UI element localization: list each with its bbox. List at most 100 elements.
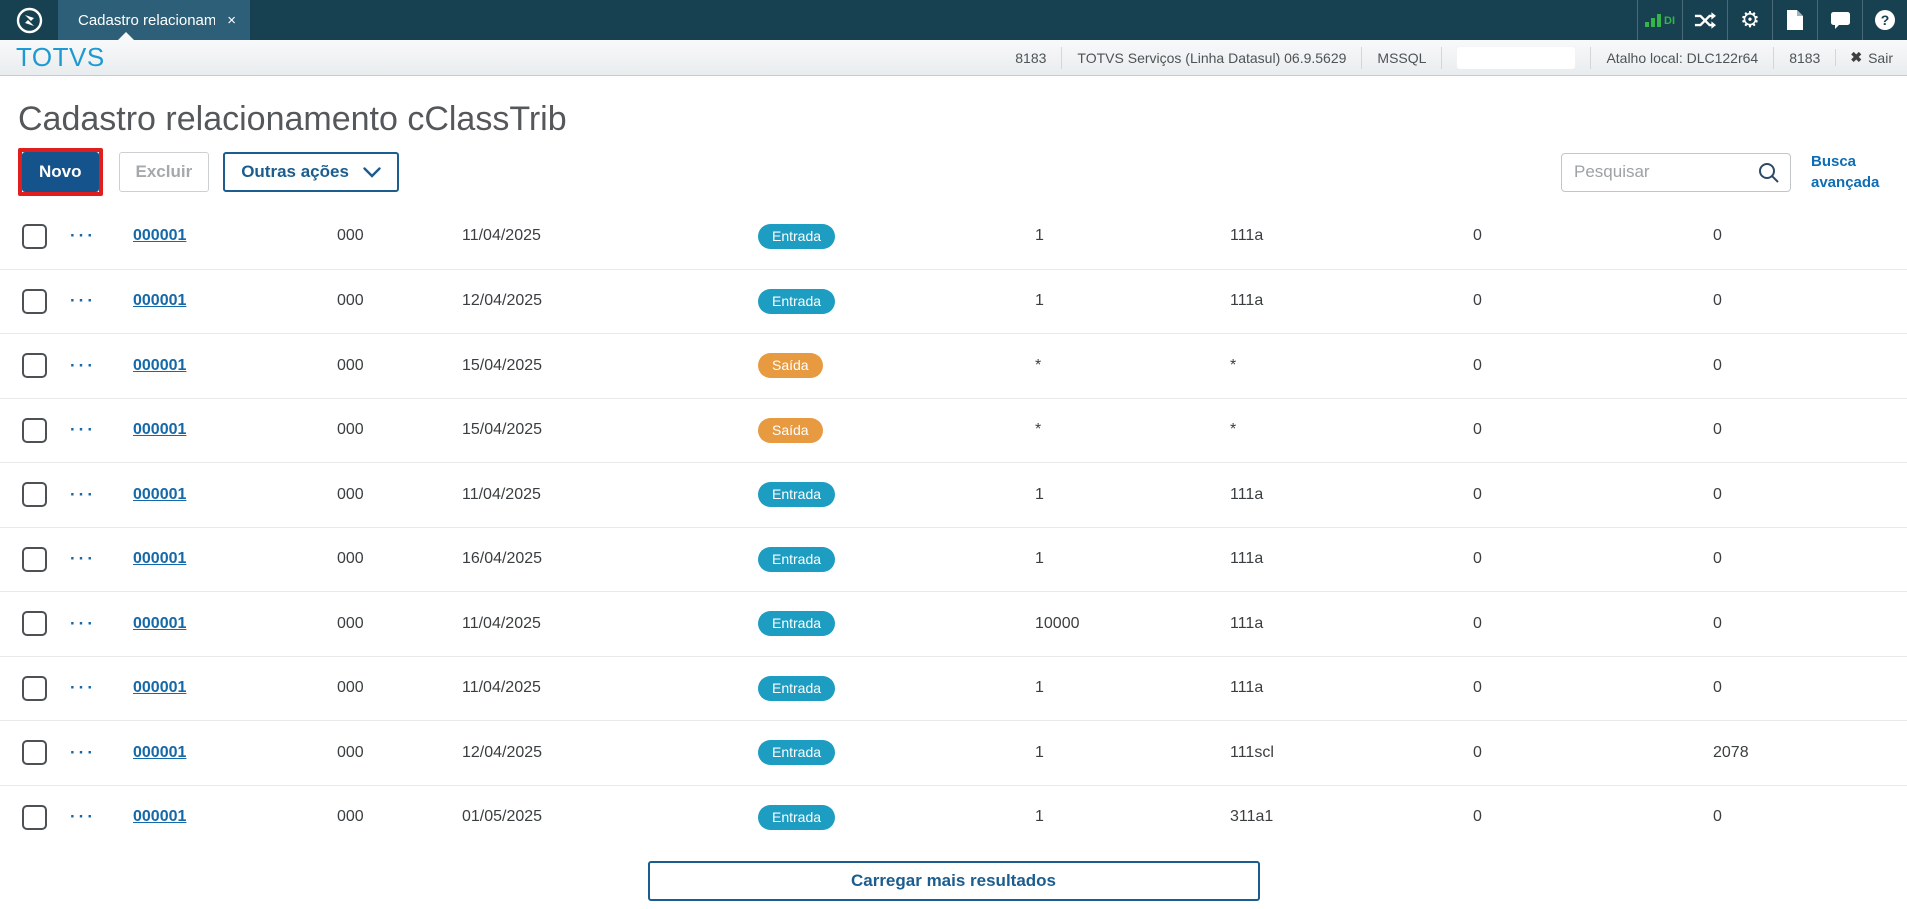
row-value-1: 0 bbox=[1473, 550, 1482, 568]
table-row: ··· 000001 000 12/04/2025 Entrada 1 111a… bbox=[0, 268, 1907, 334]
more-actions-label: Outras ações bbox=[241, 162, 349, 181]
tab-label: Cadastro relacionamen bbox=[78, 11, 216, 29]
table-row: ··· 000001 000 11/04/2025 Entrada 10000 … bbox=[0, 591, 1907, 656]
row-code-link[interactable]: 000001 bbox=[133, 808, 187, 826]
row-actions-menu-icon[interactable]: ··· bbox=[70, 291, 96, 311]
row-class-code: * bbox=[1230, 356, 1237, 374]
row-serie: 000 bbox=[337, 356, 364, 374]
row-serie: 000 bbox=[337, 227, 364, 245]
row-checkbox[interactable] bbox=[22, 223, 47, 249]
row-class-code: 111a bbox=[1230, 679, 1264, 697]
row-actions-menu-icon[interactable]: ··· bbox=[70, 549, 96, 569]
load-more-button[interactable]: Carregar mais resultados bbox=[647, 861, 1260, 901]
help-icon[interactable]: ? bbox=[1862, 0, 1907, 40]
row-checkbox[interactable] bbox=[22, 740, 47, 766]
more-actions-button[interactable]: Outras ações bbox=[223, 152, 399, 192]
row-actions-menu-icon[interactable]: ··· bbox=[70, 678, 96, 698]
row-value-2: 0 bbox=[1713, 614, 1722, 632]
row-qty: 1 bbox=[1035, 550, 1044, 568]
row-class-code: 311a1 bbox=[1230, 808, 1274, 826]
row-class-code: 111a bbox=[1230, 614, 1264, 632]
row-type-badge: Entrada bbox=[758, 804, 836, 830]
tab-close-icon[interactable]: × bbox=[227, 11, 236, 29]
shuffle-icon[interactable] bbox=[1682, 0, 1727, 40]
page-title: Cadastro relacionamento cClassTrib bbox=[18, 100, 567, 138]
row-checkbox[interactable] bbox=[22, 353, 47, 379]
row-code-link[interactable]: 000001 bbox=[133, 421, 187, 439]
table-row: ··· 000001 000 11/04/2025 Entrada 1 111a… bbox=[0, 655, 1907, 721]
row-value-2: 0 bbox=[1713, 292, 1722, 310]
row-actions-menu-icon[interactable]: ··· bbox=[70, 613, 96, 633]
row-checkbox[interactable] bbox=[22, 482, 47, 508]
row-date: 12/04/2025 bbox=[462, 743, 543, 761]
row-type-badge: Entrada bbox=[758, 223, 836, 249]
row-date: 16/04/2025 bbox=[462, 550, 543, 568]
row-date: 11/04/2025 bbox=[462, 485, 541, 503]
row-serie: 000 bbox=[337, 679, 364, 697]
row-code-link[interactable]: 000001 bbox=[133, 356, 187, 374]
row-code-link[interactable]: 000001 bbox=[133, 614, 187, 632]
env-code: 8183 bbox=[1015, 49, 1047, 66]
logout-button[interactable]: ✖ Sair bbox=[1835, 49, 1901, 66]
table-row: ··· 000001 000 15/04/2025 Saída * * 0 0 bbox=[0, 333, 1907, 398]
row-qty: 1 bbox=[1035, 679, 1044, 697]
row-checkbox[interactable] bbox=[22, 611, 47, 637]
row-checkbox[interactable] bbox=[22, 417, 47, 443]
row-class-code: * bbox=[1230, 421, 1237, 439]
bar-chart-icon bbox=[1645, 13, 1661, 27]
row-serie: 000 bbox=[337, 614, 364, 632]
advanced-search-link[interactable]: Busca avançada bbox=[1811, 153, 1880, 191]
search-input[interactable] bbox=[1574, 162, 1757, 182]
tab-cadastro-relacionamento[interactable]: Cadastro relacionamen × bbox=[58, 0, 250, 40]
row-value-1: 0 bbox=[1473, 356, 1482, 374]
table-row: ··· 000001 000 12/04/2025 Entrada 1 111s… bbox=[0, 720, 1907, 785]
search-icon[interactable] bbox=[1757, 161, 1780, 184]
row-code-link[interactable]: 000001 bbox=[133, 679, 187, 697]
row-type-badge: Entrada bbox=[758, 482, 836, 508]
row-actions-menu-icon[interactable]: ··· bbox=[70, 226, 96, 246]
new-button[interactable]: Novo bbox=[22, 152, 99, 192]
row-type-badge: Entrada bbox=[758, 675, 836, 701]
row-type-badge: Entrada bbox=[758, 611, 836, 637]
row-value-2: 0 bbox=[1713, 679, 1722, 697]
table-row: ··· 000001 000 16/04/2025 Entrada 1 111a… bbox=[0, 526, 1907, 592]
row-actions-menu-icon[interactable]: ··· bbox=[70, 420, 96, 440]
row-value-1: 0 bbox=[1473, 421, 1482, 439]
row-value-2: 0 bbox=[1713, 356, 1722, 374]
totvs-logo-icon[interactable] bbox=[0, 0, 58, 40]
novo-button-highlight: Novo bbox=[18, 148, 103, 196]
row-date: 11/04/2025 bbox=[462, 679, 541, 697]
row-checkbox[interactable] bbox=[22, 546, 47, 572]
row-actions-menu-icon[interactable]: ··· bbox=[70, 484, 96, 504]
row-qty: * bbox=[1035, 356, 1042, 374]
row-checkbox[interactable] bbox=[22, 675, 47, 701]
row-qty: 10000 bbox=[1035, 614, 1080, 632]
logout-x-icon: ✖ bbox=[1850, 49, 1863, 65]
row-checkbox[interactable] bbox=[22, 288, 47, 314]
search-area: Busca avançada bbox=[1561, 151, 1889, 193]
search-box bbox=[1561, 152, 1791, 192]
results-table: ··· 000001 000 11/04/2025 Entrada 1 111a… bbox=[0, 204, 1907, 849]
row-date: 11/04/2025 bbox=[462, 227, 541, 245]
row-serie: 000 bbox=[337, 743, 364, 761]
row-code-link[interactable]: 000001 bbox=[133, 743, 187, 761]
di-metrics-icon[interactable]: DI bbox=[1637, 0, 1682, 40]
top-bar-icon-group: DI ⚙ ? bbox=[1637, 0, 1907, 40]
document-icon[interactable] bbox=[1772, 0, 1817, 40]
row-type-badge: Entrada bbox=[758, 288, 836, 314]
row-date: 12/04/2025 bbox=[462, 292, 543, 310]
row-actions-menu-icon[interactable]: ··· bbox=[70, 355, 96, 375]
row-date: 01/05/2025 bbox=[462, 808, 543, 826]
delete-button[interactable]: Excluir bbox=[118, 152, 210, 192]
row-actions-menu-icon[interactable]: ··· bbox=[70, 807, 96, 827]
chat-icon[interactable] bbox=[1817, 0, 1862, 40]
row-checkbox[interactable] bbox=[22, 804, 47, 830]
row-code-link[interactable]: 000001 bbox=[133, 227, 187, 245]
row-value-1: 0 bbox=[1473, 743, 1482, 761]
row-code-link[interactable]: 000001 bbox=[133, 485, 187, 503]
gear-icon[interactable]: ⚙ bbox=[1727, 0, 1772, 40]
row-code-link[interactable]: 000001 bbox=[133, 292, 187, 310]
row-code-link[interactable]: 000001 bbox=[133, 550, 187, 568]
row-value-1: 0 bbox=[1473, 227, 1482, 245]
row-actions-menu-icon[interactable]: ··· bbox=[70, 742, 96, 762]
